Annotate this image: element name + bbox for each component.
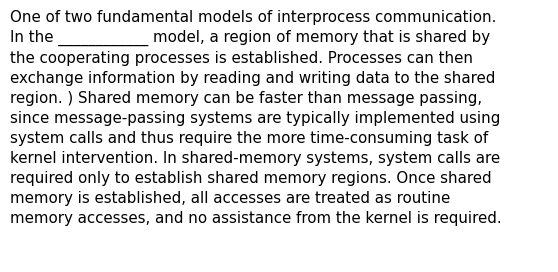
Text: One of two fundamental models of interprocess communication.
In the ____________: One of two fundamental models of interpr…: [10, 10, 502, 226]
